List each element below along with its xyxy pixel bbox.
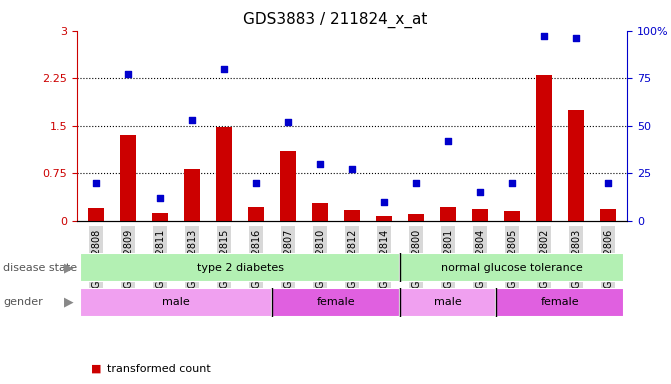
Bar bbox=[280, 151, 297, 221]
Point bbox=[123, 71, 134, 78]
Point bbox=[571, 35, 582, 41]
Bar bbox=[536, 75, 552, 221]
Bar bbox=[376, 216, 393, 221]
Text: ■: ■ bbox=[91, 364, 101, 374]
Point bbox=[91, 180, 102, 186]
Point bbox=[187, 117, 198, 123]
Point bbox=[283, 119, 294, 125]
Bar bbox=[568, 110, 584, 221]
Point bbox=[251, 180, 262, 186]
Bar bbox=[152, 213, 168, 221]
Bar bbox=[408, 214, 424, 221]
Point bbox=[155, 195, 166, 201]
Bar bbox=[401, 253, 624, 282]
Bar bbox=[440, 207, 456, 221]
Point bbox=[379, 199, 390, 205]
Point bbox=[539, 33, 550, 40]
Text: type 2 diabetes: type 2 diabetes bbox=[197, 263, 284, 273]
Point bbox=[443, 138, 454, 144]
Bar bbox=[401, 288, 497, 317]
Bar bbox=[497, 288, 624, 317]
Point bbox=[475, 189, 486, 195]
Point bbox=[603, 180, 613, 186]
Bar bbox=[504, 211, 520, 221]
Bar bbox=[248, 207, 264, 221]
Text: female: female bbox=[317, 297, 356, 308]
Point bbox=[507, 180, 517, 186]
Text: GDS3883 / 211824_x_at: GDS3883 / 211824_x_at bbox=[244, 12, 427, 28]
Text: disease state: disease state bbox=[3, 263, 77, 273]
Bar bbox=[185, 169, 201, 221]
Bar bbox=[216, 127, 232, 221]
Bar bbox=[344, 210, 360, 221]
Text: male: male bbox=[162, 297, 190, 308]
Point bbox=[219, 66, 229, 72]
Point bbox=[347, 166, 358, 172]
Bar bbox=[312, 203, 328, 221]
Bar bbox=[272, 288, 401, 317]
Bar bbox=[600, 209, 616, 221]
Text: gender: gender bbox=[3, 297, 43, 308]
Text: transformed count: transformed count bbox=[107, 364, 211, 374]
Text: normal glucose tolerance: normal glucose tolerance bbox=[442, 263, 583, 273]
Text: female: female bbox=[541, 297, 580, 308]
Text: ▶: ▶ bbox=[64, 262, 74, 274]
Text: male: male bbox=[434, 297, 462, 308]
Point bbox=[315, 161, 325, 167]
Bar bbox=[81, 253, 401, 282]
Bar bbox=[472, 209, 488, 221]
Text: ▶: ▶ bbox=[64, 296, 74, 309]
Point bbox=[411, 180, 421, 186]
Bar bbox=[89, 208, 105, 221]
Bar bbox=[120, 135, 136, 221]
Bar bbox=[81, 288, 272, 317]
